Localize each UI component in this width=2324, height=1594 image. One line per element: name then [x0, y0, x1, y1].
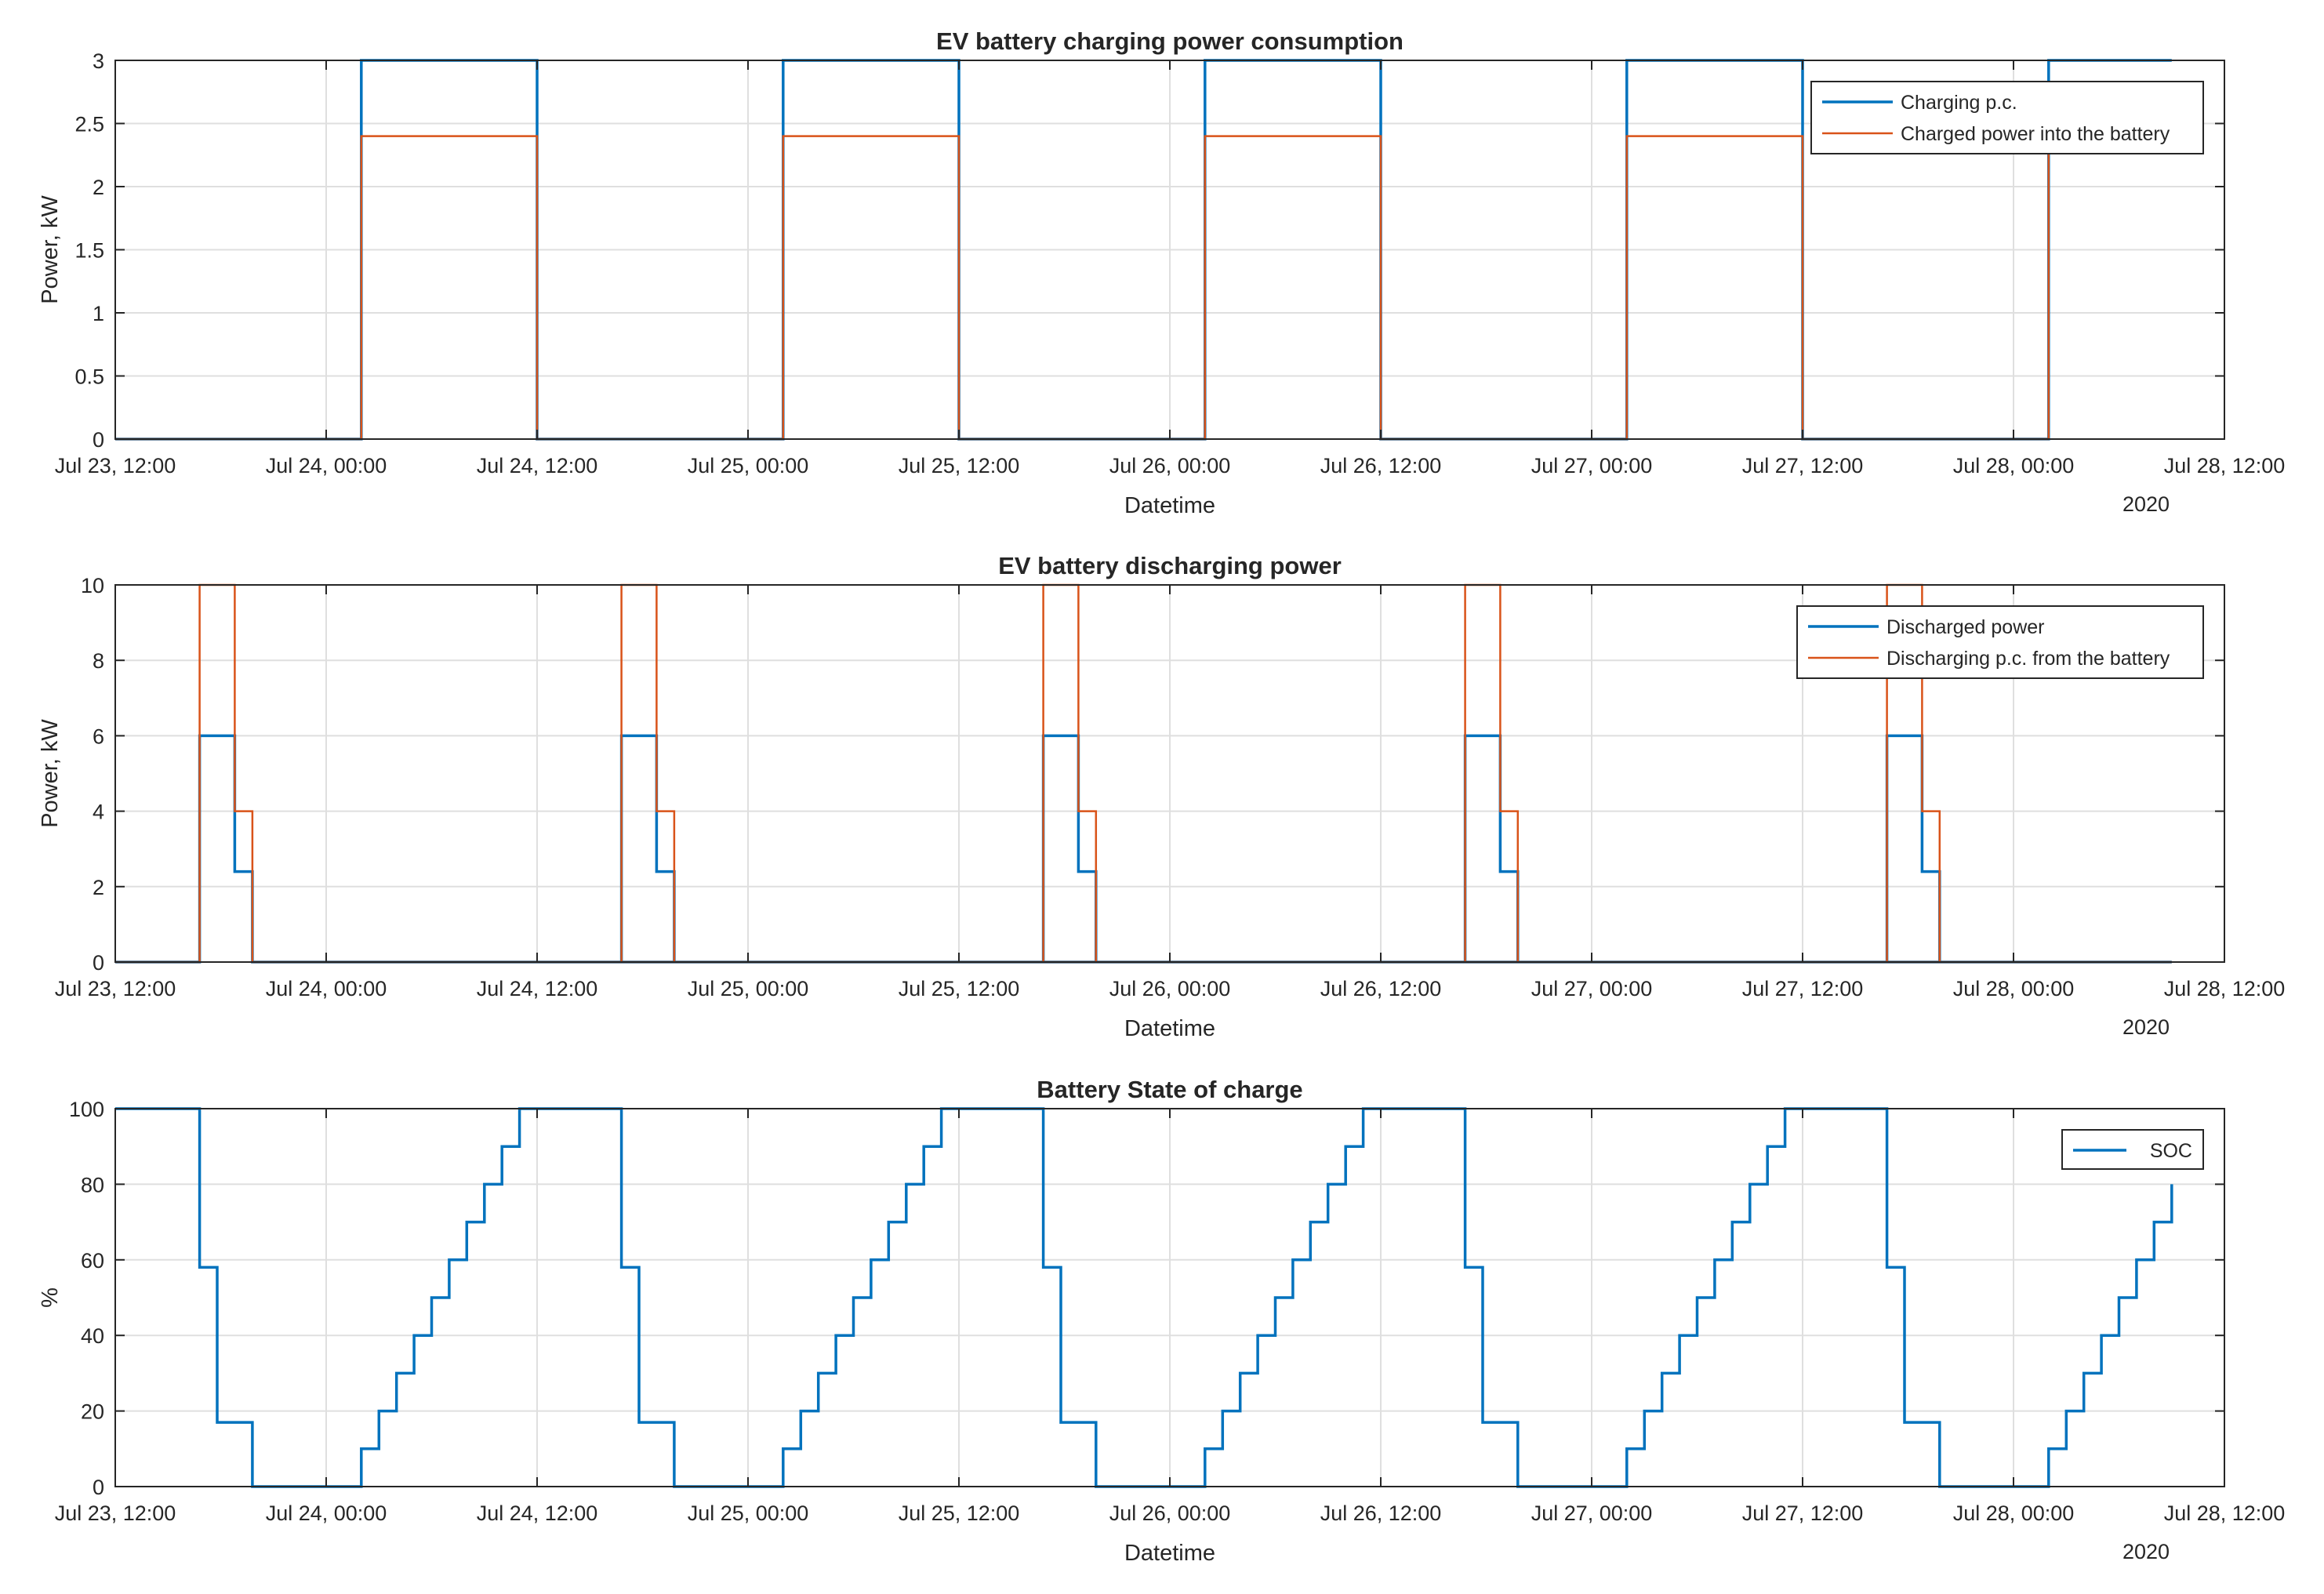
y-tick-label: 4: [93, 801, 104, 824]
y-tick-label: 0: [93, 1476, 104, 1499]
x-tick-label: Jul 25, 00:00: [688, 454, 809, 477]
y-tick-label: 10: [81, 574, 104, 597]
year-label: 2020: [2122, 1540, 2170, 1563]
legend: Charging p.c. Charged power into the batt…: [1810, 81, 2204, 154]
y-axis-label: %: [38, 1287, 63, 1308]
y-tick-label: 40: [81, 1324, 104, 1348]
y-tick-label: 80: [81, 1173, 104, 1196]
x-tick-label: Jul 23, 12:00: [55, 977, 176, 1000]
x-tick-label: Jul 23, 12:00: [55, 454, 176, 477]
y-tick-label: 1: [93, 302, 104, 325]
y-tick-label: 0: [93, 951, 104, 975]
x-tick-label: Jul 26, 12:00: [1320, 454, 1442, 477]
legend-label: Charging p.c.: [1901, 92, 2017, 114]
x-tick-label: Jul 25, 00:00: [688, 1501, 809, 1525]
y-tick-label: 0: [93, 428, 104, 452]
x-tick-label: Jul 26, 12:00: [1320, 1501, 1442, 1525]
x-tick-label: Jul 25, 12:00: [899, 454, 1020, 477]
x-tick-label: Jul 27, 12:00: [1742, 454, 1864, 477]
x-tick-label: Jul 26, 00:00: [1109, 1501, 1231, 1525]
y-tick-label: 8: [93, 649, 104, 673]
discharging-power-panel: Jul 23, 12:00 Jul 24, 00:00 Jul 24, 12:00 J…: [38, 552, 2285, 1041]
x-tick-label: Jul 28, 00:00: [1953, 1501, 2075, 1525]
legend-box: [1796, 605, 2204, 679]
x-tick-label: Jul 27, 00:00: [1531, 1501, 1653, 1525]
x-tick-label: Jul 28, 12:00: [2164, 977, 2286, 1000]
y-tick-label: 20: [81, 1400, 104, 1424]
x-tick-label: Jul 23, 12:00: [55, 1501, 176, 1525]
x-tick-label: Jul 28, 12:00: [2164, 1501, 2286, 1525]
legend: SOC: [2061, 1129, 2204, 1170]
series-line-charged-power-into-the-battery: [115, 135, 2172, 441]
y-tick-label: 6: [93, 724, 104, 748]
x-tick-label: Jul 24, 12:00: [477, 1501, 598, 1525]
x-tick-label: Jul 24, 12:00: [477, 454, 598, 477]
x-tick-label: Jul 28, 00:00: [1953, 454, 2075, 477]
x-axis-label: Datetime: [1124, 1016, 1215, 1041]
y-tick-label: 2: [93, 176, 104, 199]
x-tick-label: Jul 25, 12:00: [899, 1501, 1020, 1525]
chart-title: EV battery charging power consumption: [936, 27, 1403, 55]
y-tick-label: 0.5: [74, 365, 104, 389]
y-tick-label: 60: [81, 1249, 104, 1273]
state-of-charge-panel: Jul 23, 12:00 Jul 24, 00:00 Jul 24, 12:00 J…: [38, 1076, 2285, 1566]
y-tick-label: 100: [69, 1098, 104, 1121]
y-tick-label: 2.5: [74, 113, 104, 136]
legend-label: Discharged power: [1886, 616, 2045, 638]
year-label: 2020: [2122, 1015, 2170, 1039]
x-tick-label: Jul 25, 00:00: [688, 977, 809, 1000]
y-tick-label: 3: [93, 49, 104, 73]
x-axis-label: Datetime: [1124, 1541, 1215, 1566]
x-tick-label: Jul 28, 00:00: [1953, 977, 2075, 1000]
chart-title: EV battery discharging power: [998, 552, 1342, 579]
x-tick-label: Jul 25, 12:00: [899, 977, 1020, 1000]
x-tick-label: Jul 24, 00:00: [266, 454, 387, 477]
x-tick-label: Jul 26, 00:00: [1109, 454, 1231, 477]
x-tick-label: Jul 28, 12:00: [2164, 454, 2286, 477]
x-tick-label: Jul 26, 12:00: [1320, 977, 1442, 1000]
y-axis-label: Power, kW: [38, 719, 63, 828]
x-tick-label: Jul 27, 12:00: [1742, 977, 1864, 1000]
x-tick-label: Jul 24, 00:00: [266, 1501, 387, 1525]
legend-label: Discharging p.c. from the battery: [1886, 648, 2170, 670]
legend: Discharged power Discharging p.c. from th…: [1796, 605, 2204, 679]
y-axis-label: Power, kW: [38, 195, 63, 304]
x-tick-label: Jul 27, 12:00: [1742, 1501, 1864, 1525]
y-tick-label: 2: [93, 876, 104, 899]
y-tick-label: 1.5: [74, 239, 104, 263]
x-tick-label: Jul 27, 00:00: [1531, 454, 1653, 477]
charging-power-panel: Jul 23, 12:00 Jul 24, 00:00 Jul 24, 12:00 J…: [38, 27, 2285, 518]
chart-title: Battery State of charge: [1037, 1076, 1302, 1103]
x-tick-label: Jul 27, 00:00: [1531, 977, 1653, 1000]
x-tick-label: Jul 24, 00:00: [266, 977, 387, 1000]
legend-label: SOC: [2150, 1140, 2192, 1162]
legend-box: [1810, 81, 2204, 154]
x-tick-label: Jul 26, 00:00: [1109, 977, 1231, 1000]
year-label: 2020: [2122, 492, 2170, 516]
legend-label: Charged power into the battery: [1901, 123, 2170, 145]
x-axis-label: Datetime: [1124, 493, 1215, 518]
x-tick-label: Jul 24, 12:00: [477, 977, 598, 1000]
